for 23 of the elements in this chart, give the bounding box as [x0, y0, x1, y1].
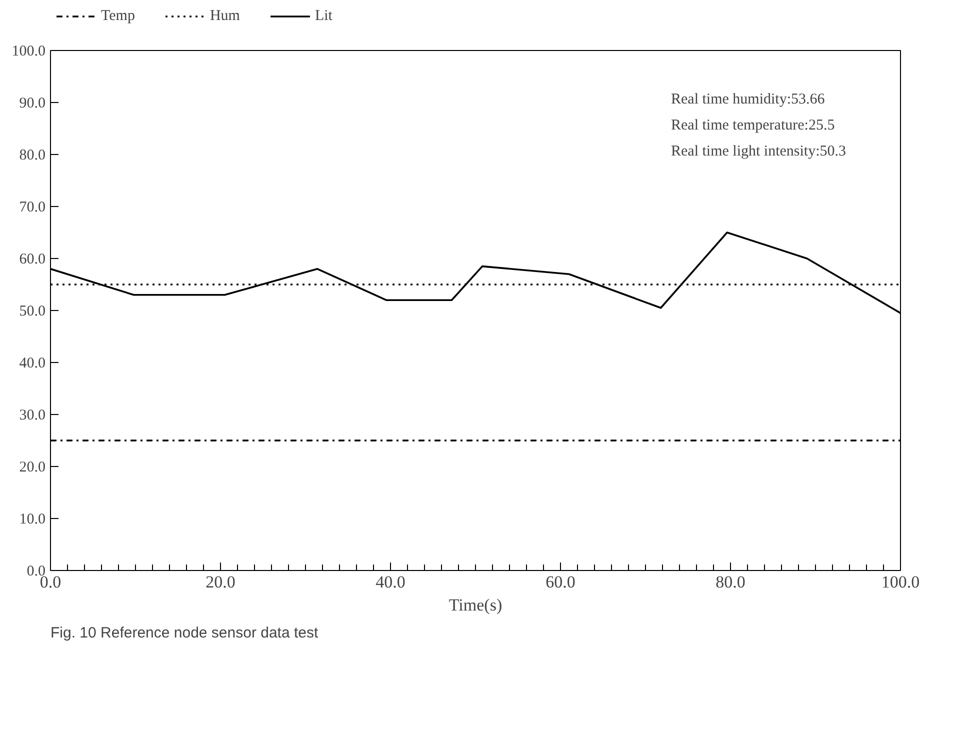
annotation: Real time light intensity:50.3 — [671, 144, 846, 160]
caption: Fig. 10 Reference node sensor data test — [50, 624, 319, 642]
x-tick-label: 80.0 — [716, 572, 746, 592]
x-axis-title: Time(s) — [448, 596, 502, 614]
x-tick-label: 20.0 — [206, 572, 236, 592]
x-tick-label: 100.0 — [881, 572, 920, 592]
y-tick-label: 50.0 — [19, 304, 46, 320]
annotation: Real time temperature:25.5 — [671, 118, 835, 134]
y-tick-label: 20.0 — [19, 460, 46, 476]
annotation: Real time humidity:53.66 — [671, 92, 826, 108]
y-tick-label: 70.0 — [19, 200, 46, 216]
y-tick-label: 40.0 — [19, 356, 46, 372]
y-tick-label: 80.0 — [19, 148, 46, 164]
x-tick-label: 40.0 — [376, 572, 406, 592]
y-tick-label: 100.0 — [12, 44, 46, 60]
y-tick-label: 30.0 — [19, 408, 46, 424]
y-tick-label: 60.0 — [19, 252, 46, 268]
legend-label: Lit — [314, 8, 334, 24]
legend-label: Hum — [210, 8, 240, 24]
y-tick-label: 10.0 — [19, 512, 46, 528]
x-tick-label: 60.0 — [546, 572, 576, 592]
legend-label: Temp — [101, 8, 135, 24]
y-tick-label: 90.0 — [19, 96, 46, 112]
